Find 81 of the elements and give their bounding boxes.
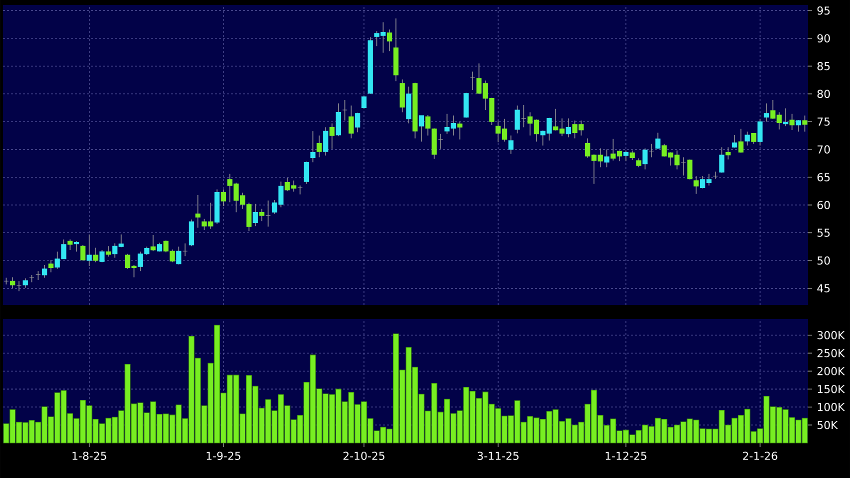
candlestick bbox=[751, 132, 756, 144]
candlestick bbox=[623, 150, 628, 162]
y-tick-label: 250K bbox=[818, 349, 845, 358]
y-tick-label: 55 bbox=[818, 228, 830, 237]
candlestick bbox=[106, 246, 111, 258]
candlestick bbox=[93, 247, 98, 263]
candlestick bbox=[99, 250, 105, 263]
candlestick bbox=[252, 203, 258, 227]
candlestick bbox=[521, 104, 526, 128]
candlestick bbox=[195, 194, 200, 228]
candlestick bbox=[220, 189, 226, 206]
candlestick bbox=[457, 121, 462, 140]
candlestick bbox=[150, 234, 156, 252]
candlestick bbox=[648, 143, 654, 158]
y-tick-label: 75 bbox=[818, 118, 830, 126]
candlestick bbox=[316, 135, 322, 158]
candlestick bbox=[802, 115, 808, 132]
candlestick bbox=[298, 185, 303, 195]
candlestick bbox=[36, 270, 41, 280]
candlestick bbox=[758, 118, 763, 146]
y-tick-label: 50K bbox=[818, 420, 838, 430]
candlestick bbox=[16, 280, 22, 292]
candlestick bbox=[74, 240, 80, 252]
candlestick bbox=[744, 131, 750, 146]
candlestick bbox=[182, 242, 188, 256]
y-tick-label: 50 bbox=[818, 256, 830, 265]
candlestick bbox=[464, 92, 469, 118]
candlestick bbox=[630, 150, 635, 160]
candlestick bbox=[80, 244, 86, 261]
candlestick bbox=[355, 112, 360, 133]
x-tick-label: 2-1-26 bbox=[743, 452, 778, 460]
candlestick bbox=[694, 176, 699, 194]
candlestick bbox=[329, 122, 335, 150]
candlestick bbox=[655, 132, 660, 150]
candlestick bbox=[86, 234, 92, 266]
candlestick bbox=[738, 128, 744, 154]
y-tick-label: 45 bbox=[817, 284, 830, 292]
candlestick bbox=[470, 71, 476, 90]
y-tick-label: 65 bbox=[817, 173, 830, 182]
candlestick bbox=[508, 135, 514, 154]
candlestick bbox=[400, 79, 405, 113]
y-tick-label: 60 bbox=[817, 200, 830, 210]
candlestick bbox=[566, 118, 571, 138]
candlestick bbox=[310, 130, 316, 163]
candlestick bbox=[726, 146, 731, 160]
candlestick bbox=[48, 260, 54, 273]
x-tick-label: 1-12-25 bbox=[606, 452, 646, 460]
candlestick bbox=[342, 100, 348, 121]
candlestick bbox=[188, 219, 194, 246]
x-tick-label: 3-11-25 bbox=[478, 452, 519, 460]
candlestick bbox=[323, 126, 328, 156]
y-tick-label: 150K bbox=[818, 384, 845, 394]
candlestick bbox=[304, 161, 310, 184]
candlestick bbox=[783, 108, 788, 127]
candlestick bbox=[361, 96, 367, 109]
candlestick bbox=[348, 105, 354, 139]
y-tick-label: 80 bbox=[817, 90, 830, 98]
candlestick bbox=[386, 29, 392, 52]
candlestick bbox=[438, 133, 444, 150]
candlestick bbox=[68, 239, 73, 250]
candlestick bbox=[719, 146, 724, 174]
y-tick-label: 90 bbox=[817, 34, 830, 42]
y-tick-label: 95 bbox=[817, 6, 830, 15]
candlestick bbox=[732, 134, 738, 148]
candlestick bbox=[680, 156, 686, 176]
y-tick-label: 70 bbox=[818, 145, 830, 154]
y-tick-label: 300K bbox=[818, 331, 845, 340]
candlestick bbox=[712, 171, 718, 180]
y-tick-label: 100K bbox=[818, 402, 845, 412]
x-tick-label: 2-10-25 bbox=[343, 452, 384, 460]
candlestick bbox=[764, 102, 770, 122]
candlestick bbox=[336, 102, 341, 137]
y-tick-label: 200K bbox=[818, 366, 845, 376]
candlestick bbox=[266, 200, 271, 228]
candlestick bbox=[425, 114, 430, 136]
candlestick bbox=[789, 113, 795, 130]
x-tick-label: 1-9-25 bbox=[206, 452, 240, 460]
y-tick-label: 85 bbox=[817, 62, 830, 70]
candlestick bbox=[604, 149, 610, 168]
x-tick-label: 1-8-25 bbox=[72, 452, 106, 460]
candlestick bbox=[418, 115, 424, 142]
